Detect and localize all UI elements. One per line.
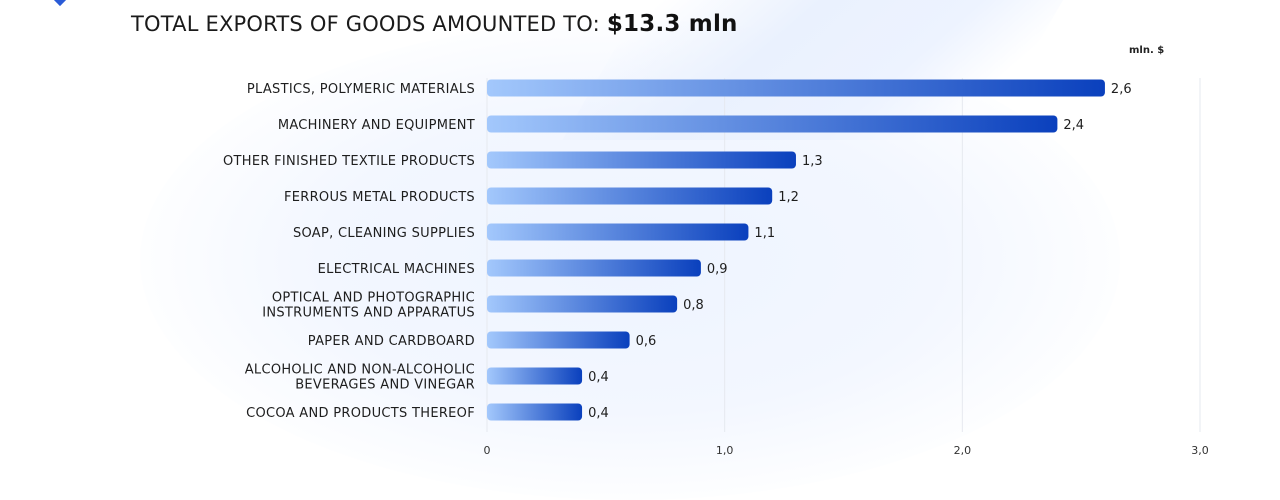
x-tick-label: 0 [484,444,491,457]
value-label: 2,4 [1063,118,1084,133]
value-label: 0,4 [588,370,609,385]
value-label: 0,4 [588,406,609,421]
value-label: 0,8 [683,298,704,313]
title-value: $13.3 mln [606,11,738,37]
bar [487,403,583,421]
x-tick-label: 2,0 [954,444,972,457]
value-label: 1,1 [754,226,775,241]
value-label: 0,6 [636,334,657,349]
bar [487,223,749,241]
category-label: OTHER FINISHED TEXTILE PRODUCTS [223,154,475,169]
category-label: ALCOHOLIC AND NON-ALCOHOLIC [245,363,475,378]
category-label: COCOA AND PRODUCTS THEREOF [246,406,475,421]
bar [487,115,1058,133]
bar [487,367,583,385]
category-label: PLASTICS, POLYMERIC MATERIALS [247,82,475,97]
chart-title: TOTAL EXPORTS OF GOODS AMOUNTED TO: $13.… [131,11,738,37]
category-label: MACHINERY AND EQUIPMENT [278,118,475,133]
bar [487,151,796,169]
unit-label: mln. $ [1129,45,1165,56]
category-label: SOAP, CLEANING SUPPLIES [293,226,475,241]
x-tick-label: 3,0 [1191,444,1209,457]
x-tick-label: 1,0 [716,444,734,457]
category-label: ELECTRICAL MACHINES [318,262,475,277]
bar [487,295,678,313]
bar [487,259,701,277]
value-label: 1,2 [778,190,799,205]
category-label: BEVERAGES AND VINEGAR [295,378,475,393]
category-label: FERROUS METAL PRODUCTS [284,190,475,205]
bar [487,187,773,205]
value-label: 0,9 [707,262,728,277]
category-label: PAPER AND CARDBOARD [308,334,475,349]
bar [487,79,1105,97]
category-label: INSTRUMENTS AND APPARATUS [262,306,475,321]
value-label: 1,3 [802,154,823,169]
category-label: OPTICAL AND PHOTOGRAPHIC [272,291,475,306]
title-prefix: TOTAL EXPORTS OF GOODS AMOUNTED TO: [131,12,600,36]
value-label: 2,6 [1111,82,1132,97]
bar [487,331,630,349]
